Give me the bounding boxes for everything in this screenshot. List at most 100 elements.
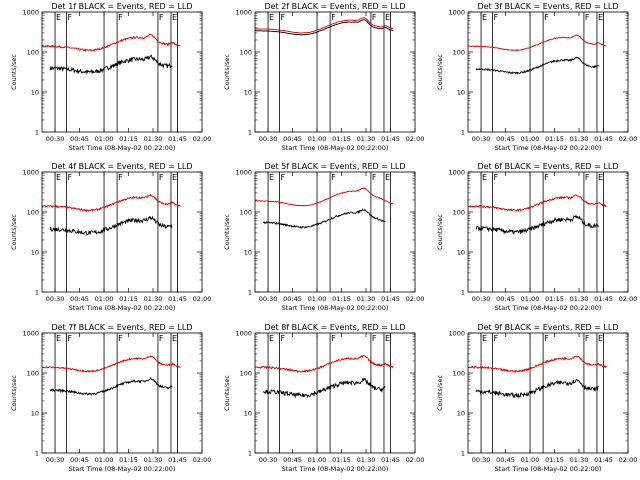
marker-label: E [598,173,603,182]
panel-title: Det 3f BLACK = Events, RED = LLD [477,2,618,11]
x-tick-label: 01:45 [381,295,400,303]
x-tick-label: 01:45 [381,456,400,464]
marker-label: F [544,334,549,343]
series-lld [254,354,394,373]
marker-label: F [159,13,164,22]
y-tick-label: 10 [244,249,252,257]
x-tick-label: 02:00 [406,456,425,464]
marker-label: F [280,13,285,22]
y-tick-label: 100 [27,209,39,217]
panel-title: Det 1f BLACK = Events, RED = LLD [51,2,192,11]
plot-frame [467,171,629,293]
x-tick-label: 00:30 [472,295,491,303]
x-tick-label: 01:00 [521,456,540,464]
x-tick-label: 01:45 [594,135,613,143]
y-tick-label: 10 [31,249,39,257]
x-tick-label: 00:30 [46,295,65,303]
marker-label: F [585,334,590,343]
x-tick-label: 02:00 [193,135,212,143]
x-tick-label: 00:30 [259,295,278,303]
x-tick-label: 01:45 [594,295,613,303]
x-axis-label: Start Time (08-May-02 00:22:00) [69,144,176,152]
marker-label: E [56,13,61,22]
marker-label: F [159,334,164,343]
x-tick-label: 00:45 [496,295,515,303]
x-tick-label: 01:00 [308,295,327,303]
marker-label: F [585,173,590,182]
series-events [49,376,173,396]
marker-label: E [56,173,61,182]
series-events [262,377,386,399]
x-tick-label: 01:00 [95,135,114,143]
marker-label: F [544,13,549,22]
y-tick-label: 100 [27,370,39,378]
x-tick-label: 00:30 [472,456,491,464]
x-tick-label: 02:00 [619,456,638,464]
marker-label: F [67,173,72,182]
x-tick-label: 01:45 [381,135,400,143]
y-tick-label: 100 [453,49,465,57]
y-axis-label: Counts/sec [223,214,231,250]
y-axis-label: Counts/sec [436,375,444,411]
x-tick-label: 00:45 [70,295,89,303]
panel-title: Det 6f BLACK = Events, RED = LLD [477,162,618,171]
x-tick-label: 02:00 [619,295,638,303]
y-tick-label: 1 [35,289,39,297]
x-axis-label: Start Time (08-May-02 00:22:00) [282,304,389,312]
x-tick-label: 01:00 [308,135,327,143]
y-tick-label: 10 [244,89,252,97]
y-tick-label: 1 [248,289,252,297]
y-tick-label: 1000 [448,330,465,338]
x-tick-label: 00:45 [283,135,302,143]
y-tick-label: 1 [461,289,465,297]
plot-frame [467,11,629,133]
marker-label: E [269,334,274,343]
x-tick-label: 00:45 [70,456,89,464]
marker-label: E [482,334,487,343]
x-tick-label: 01:30 [144,135,163,143]
marker-label: F [585,13,590,22]
y-tick-label: 100 [240,209,252,217]
x-tick-label: 00:45 [496,135,515,143]
marker-label: F [118,334,123,343]
plot-frame [41,11,203,133]
panel-title: Det 7f BLACK = Events, RED = LLD [51,323,192,332]
y-tick-label: 1 [248,129,252,137]
marker-label: E [172,13,177,22]
x-tick-label: 01:15 [119,456,138,464]
x-tick-label: 01:15 [332,295,351,303]
series-lld [41,355,181,373]
series-lld [254,187,394,207]
marker-label: F [493,13,498,22]
y-tick-label: 1000 [22,330,39,338]
series-lld [467,194,607,213]
x-tick-label: 01:00 [308,456,327,464]
y-tick-label: 10 [244,410,252,418]
marker-label: E [56,334,61,343]
x-tick-label: 01:15 [332,135,351,143]
y-tick-label: 10 [457,89,465,97]
x-tick-label: 01:45 [168,135,187,143]
x-tick-label: 01:30 [357,295,376,303]
series-events [475,214,599,235]
y-tick-label: 100 [453,209,465,217]
x-tick-label: 01:00 [521,295,540,303]
y-tick-label: 1000 [448,169,465,177]
series-events [262,208,386,229]
y-tick-label: 1 [461,450,465,458]
panel-title: Det 2f BLACK = Events, RED = LLD [264,2,405,11]
marker-label: F [118,13,123,22]
plot-frame [41,171,203,293]
y-tick-label: 10 [457,249,465,257]
marker-label: F [331,13,336,22]
marker-label: E [598,13,603,22]
x-tick-label: 00:45 [70,135,89,143]
marker-label: E [172,334,177,343]
x-axis-label: Start Time (08-May-02 00:22:00) [495,304,602,312]
marker-label: F [331,173,336,182]
plot-frame [467,332,629,454]
marker-label: E [269,173,274,182]
